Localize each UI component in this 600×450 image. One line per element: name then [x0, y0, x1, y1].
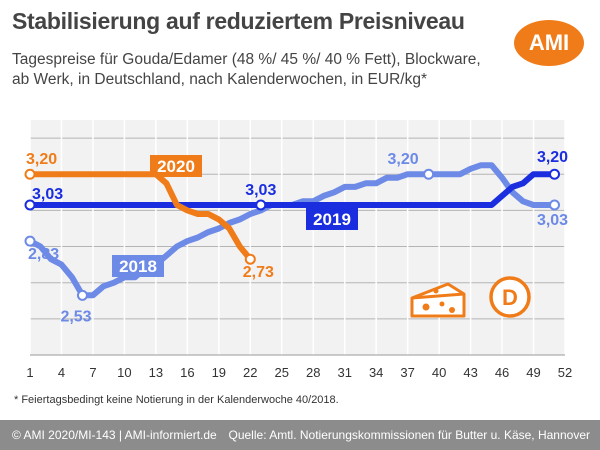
x-tick-label: 16 [180, 365, 194, 380]
x-tick-label: 7 [89, 365, 96, 380]
data-label-2019: 3,03 [245, 182, 276, 199]
footnote: * Feiertagsbedingt keine Notierung in de… [14, 394, 339, 406]
data-label-2019: 3,20 [537, 149, 568, 166]
x-tick-label: 31 [337, 365, 351, 380]
chart-lines [27, 162, 558, 299]
x-tick-label: 34 [369, 365, 383, 380]
legend-label-2019: 2019 [313, 210, 351, 229]
x-tick-label: 46 [495, 365, 509, 380]
badge-label: D [502, 285, 518, 310]
data-point-marker [549, 199, 561, 211]
x-tick-label: 10 [117, 365, 131, 380]
x-tick-label: 13 [149, 365, 163, 380]
x-tick-label: 49 [526, 365, 540, 380]
data-point-marker [244, 253, 256, 265]
data-label-2018: 2,83 [28, 246, 59, 263]
x-tick-label: 25 [275, 365, 289, 380]
data-point-marker [549, 168, 561, 180]
data-point-marker [423, 168, 435, 180]
x-tick-label: 37 [400, 365, 414, 380]
data-label-2020: 3,20 [26, 151, 57, 168]
cheese-icon [410, 282, 466, 318]
data-label-2018: 3,20 [387, 151, 418, 168]
data-point-marker [24, 235, 36, 247]
series-line-2019 [27, 171, 558, 208]
footer-source: Quelle: Amtl. Notierungskommissionen für… [228, 428, 591, 442]
legend-box-2018 [112, 255, 164, 277]
plot-area [30, 120, 565, 355]
x-tick-label: 28 [306, 365, 320, 380]
footer-bar: © AMI 2020/MI-143 | AMI-informiert.de Qu… [0, 420, 600, 450]
data-point-marker [76, 289, 88, 301]
page-subtitle: Tagespreise für Gouda/Edamer (48 %/ 45 %… [12, 51, 481, 88]
data-label-2018: 2,53 [60, 308, 91, 325]
data-label-2020: 2,73 [243, 264, 274, 281]
chart-labels: 2,83 2,53 3,20 3,03 3,03 3,03 3,20 3,20 2,73 [24, 149, 568, 325]
germany-badge: D [489, 276, 531, 318]
legend-box-2020 [150, 155, 202, 177]
x-tick-label: 4 [58, 365, 65, 380]
series-line-2020 [27, 171, 254, 263]
data-point-marker [24, 168, 36, 180]
x-tick-label: 19 [212, 365, 226, 380]
legend-box-2019 [306, 208, 358, 230]
chart-legend: 2018 2019 2020 [112, 155, 358, 277]
x-tick-label: 22 [243, 365, 257, 380]
ami-logo: AMI [514, 20, 584, 66]
x-tick-label: 1 [26, 365, 33, 380]
x-tick-label: 40 [432, 365, 446, 380]
x-tick-label: 43 [463, 365, 477, 380]
x-axis-ticks: 1 4 7 10 13 16 19 22 25 28 31 34 37 40 43 46 49 52 [26, 365, 572, 380]
data-point-marker [24, 199, 36, 211]
data-point-marker [255, 199, 267, 211]
page-title: Stabilisierung auf reduziertem Preisnive… [12, 8, 465, 34]
legend-label-2020: 2020 [157, 157, 195, 176]
price-line-chart: 2,83 2,53 3,20 3,03 3,03 3,03 3,20 3,20 2,73 201… [24, 120, 572, 380]
footer-copyright[interactable]: © AMI 2020/MI-143 | AMI-informiert.de [12, 428, 217, 442]
legend-label-2018: 2018 [119, 257, 157, 276]
data-label-2018: 3,03 [537, 212, 568, 229]
x-tick-label: 52 [558, 365, 572, 380]
chart-grid [29, 120, 566, 356]
data-label-2019: 3,03 [32, 186, 63, 203]
